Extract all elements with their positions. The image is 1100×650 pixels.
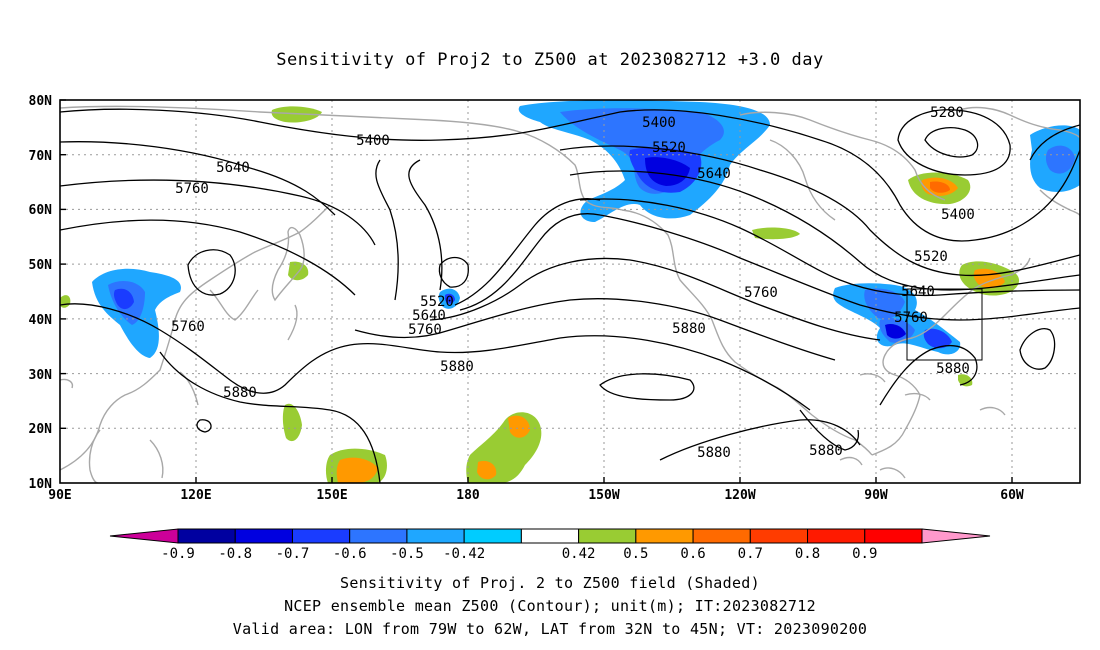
shade-positive — [930, 181, 950, 193]
shade-positive — [508, 415, 530, 438]
contour-label: 5640 — [216, 160, 250, 176]
contour-label: 5520 — [914, 249, 948, 265]
colorbar-box — [578, 528, 637, 544]
coastlines — [60, 105, 1080, 483]
shade-positive — [60, 295, 71, 308]
contour-label-group: 5280 5400 5400 5400 5520 5520 5520 5640 … — [171, 105, 975, 461]
lon-label: 150E — [316, 488, 347, 503]
shade-positive — [288, 261, 309, 281]
contour-label: 5880 — [672, 321, 706, 337]
shade-positive — [477, 460, 497, 480]
shade-positive — [271, 106, 322, 123]
contour-label: 5880 — [697, 445, 731, 461]
colorbar-label: 0.42 — [562, 546, 596, 562]
axis-ticks — [60, 99, 1013, 483]
caption-shaded: Sensitivity of Proj. 2 to Z500 field (Sh… — [340, 574, 760, 592]
contour-label: 5640 — [901, 284, 935, 300]
lat-label: 20N — [29, 422, 53, 437]
colorbar-box — [864, 528, 923, 544]
contour-label: 5760 — [171, 319, 205, 335]
shade-negative — [864, 288, 905, 320]
colorbar-arrow-low — [109, 528, 179, 544]
graticule — [60, 100, 1080, 483]
shade-positive — [752, 227, 800, 240]
contour-label: 5640 — [697, 166, 731, 182]
colorbar-box — [291, 528, 351, 544]
colorbar-box — [520, 528, 580, 544]
contour-label: 5760 — [744, 285, 778, 301]
colorbar-label: 0.5 — [623, 546, 648, 562]
contour-label: 5880 — [936, 361, 970, 377]
colorbar-arrow-high — [921, 528, 991, 544]
caption-contour: NCEP ensemble mean Z500 (Contour); unit(… — [284, 597, 816, 615]
contour-label: 5520 — [420, 294, 454, 310]
colorbar-box — [349, 528, 408, 544]
colorbar-box — [807, 528, 866, 544]
contour-label: 5760 — [408, 322, 442, 338]
shade-positive — [958, 374, 973, 387]
lon-labels: 90E 120E 150E 180 150W 120W 90W 60W — [48, 488, 1024, 503]
colorbar-box — [234, 528, 293, 544]
colorbar-label: 0.7 — [738, 546, 763, 562]
contour-label: 5640 — [412, 308, 446, 324]
lon-label: 180 — [456, 488, 480, 503]
contour-label: 5400 — [356, 133, 390, 149]
lon-label: 60W — [1000, 488, 1024, 503]
colorbar-box — [463, 528, 522, 544]
colorbar-label: 0.6 — [680, 546, 705, 562]
colorbar-box — [406, 528, 465, 544]
colorbar-label: 0.9 — [852, 546, 877, 562]
colorbar-label: -0.7 — [276, 546, 310, 562]
contour-label: 5880 — [223, 385, 257, 401]
colorbar-box — [692, 528, 751, 544]
plot-frame — [59, 99, 1081, 484]
sensitivity-shading — [60, 100, 1080, 483]
lat-label: 10N — [29, 477, 53, 492]
colorbar-label: -0.42 — [443, 546, 485, 562]
lat-label: 30N — [29, 368, 53, 383]
colorbar-label: -0.5 — [390, 546, 424, 562]
lon-label: 90E — [48, 488, 71, 503]
colorbar-label: -0.9 — [161, 546, 195, 562]
lon-label: 120E — [180, 488, 211, 503]
shade-negative — [445, 293, 455, 304]
caption-valid-area: Valid area: LON from 79W to 62W, LAT fro… — [232, 620, 868, 638]
colorbar-label: 0.8 — [795, 546, 820, 562]
lat-label: 60N — [29, 203, 53, 218]
colorbar-box — [177, 528, 236, 544]
valid-area-box — [906, 288, 983, 361]
lon-label: 150W — [588, 488, 619, 503]
height-contours — [60, 108, 1080, 483]
contour-label: 5880 — [440, 359, 474, 375]
contour-label: 5400 — [941, 207, 975, 223]
map-title: Sensitivity of Proj2 to Z500 at 20230827… — [276, 50, 824, 70]
lat-label: 80N — [29, 94, 53, 109]
colorbar: -0.9 -0.8 -0.7 -0.6 -0.5 -0.42 0.42 0.5 0.6 0.7 0.… — [109, 528, 991, 562]
contour-label: 5400 — [642, 115, 676, 131]
contour-label: 5880 — [809, 443, 843, 459]
shade-positive — [282, 403, 302, 442]
contour-label: 5520 — [652, 140, 686, 156]
lat-labels: 80N 70N 60N 50N 40N 30N 20N 10N — [29, 94, 53, 492]
shade-negative — [645, 157, 690, 186]
colorbar-label: -0.6 — [333, 546, 367, 562]
shade-negative — [885, 324, 906, 339]
colorbar-box — [749, 528, 809, 544]
contour-label: 5760 — [175, 181, 209, 197]
lat-label: 50N — [29, 258, 53, 273]
lat-label: 70N — [29, 149, 53, 164]
lat-label: 40N — [29, 313, 53, 328]
shade-negative — [113, 288, 134, 310]
shade-positive — [336, 457, 378, 483]
lon-label: 120W — [724, 488, 755, 503]
shade-negative — [923, 328, 952, 349]
contour-label: 5280 — [930, 105, 964, 121]
colorbar-box — [635, 528, 694, 544]
contour-label: 5760 — [894, 310, 928, 326]
colorbar-label: -0.8 — [218, 546, 252, 562]
lon-label: 90W — [864, 488, 888, 503]
shade-negative — [1045, 145, 1075, 174]
